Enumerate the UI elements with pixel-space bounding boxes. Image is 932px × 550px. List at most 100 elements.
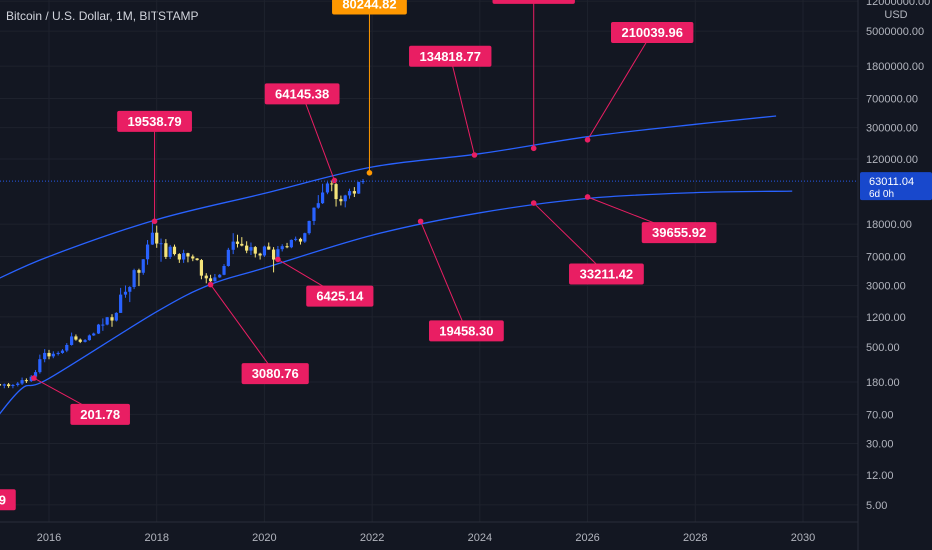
candle-body — [312, 207, 316, 221]
annotation-label-box — [492, 0, 575, 4]
grid-lines — [0, 0, 858, 522]
y-tick-label: 5000000.00 — [866, 26, 924, 38]
x-tick-label: 2024 — [468, 532, 492, 544]
annotation-label: 33211.42 — [580, 266, 634, 281]
annotation-dot — [275, 256, 281, 263]
channel-bands — [0, 115, 793, 415]
candle-body — [83, 340, 87, 342]
candle-body — [7, 384, 11, 387]
candle-body — [145, 244, 150, 260]
candle-body — [271, 249, 276, 260]
annotation-label: 201.78 — [80, 407, 120, 422]
x-tick-label: 2026 — [575, 532, 599, 544]
y-tick-label: 18000.00 — [866, 219, 912, 231]
candle-body — [105, 317, 109, 325]
y-tick-label: 12.00 — [866, 470, 894, 482]
x-tick-label: 2016 — [37, 532, 61, 544]
candle-body — [96, 324, 101, 334]
candlesticks — [0, 178, 365, 389]
y-tick-label: 30.00 — [866, 438, 894, 450]
y-tick-label: 12000000.00 — [866, 0, 930, 8]
candle-body — [325, 183, 330, 193]
candle-body — [74, 336, 78, 340]
annotation-label-box — [306, 285, 374, 307]
annotation-labels: 12.39 201.78 19538.79 3080.76 64145.38 6425.1… — [0, 0, 717, 511]
y-axis-unit: USD — [884, 9, 907, 21]
annotation-dot — [530, 145, 537, 152]
candle-body — [191, 256, 195, 259]
annotation-dots — [31, 137, 591, 381]
candle-body — [240, 243, 244, 246]
candle-body — [65, 344, 69, 351]
candle-body — [119, 294, 123, 313]
candle-body — [199, 260, 204, 276]
current-price-tag — [860, 172, 932, 201]
current-price-value: 63011.04 — [869, 176, 914, 188]
candle-body — [11, 384, 15, 387]
candle-body — [294, 238, 298, 240]
annotation-label-box — [332, 0, 407, 15]
candle-body — [101, 324, 105, 326]
candle-body — [267, 246, 271, 250]
annotation-leader — [449, 56, 475, 156]
candle-body — [330, 183, 334, 185]
annotation-label: 210039.96 — [621, 25, 682, 40]
x-tick-label: 2018 — [144, 532, 168, 544]
annotation-dot — [151, 218, 158, 225]
y-tick-label: 3000.00 — [866, 281, 906, 293]
candle-body — [87, 335, 91, 341]
y-tick-label: 700000.00 — [866, 94, 918, 106]
candle-body — [253, 247, 257, 254]
chart-title: Bitcoin / U.S. Dollar, 1M, BITSTAMP — [6, 9, 199, 23]
lower-band-line — [0, 190, 793, 415]
candle-body — [280, 246, 284, 250]
candle-body — [352, 191, 356, 194]
candle-body — [208, 278, 213, 282]
candle-body — [361, 181, 365, 183]
annotation-dot — [366, 170, 373, 176]
candle-body — [29, 376, 33, 382]
annotation-label-box — [264, 83, 340, 105]
annotation-dot — [530, 200, 537, 206]
candle-body — [177, 254, 181, 260]
candle-body — [334, 184, 338, 200]
candle-body — [114, 312, 118, 321]
candle-body — [262, 246, 267, 256]
annotation-leader — [533, 202, 607, 275]
candle-body — [231, 241, 235, 250]
candle-body — [347, 191, 352, 196]
candle-body — [0, 383, 2, 386]
candle-body — [33, 372, 38, 377]
annotation-leader — [420, 221, 467, 332]
annotation-label: 19538.79 — [127, 114, 181, 129]
candle-body — [128, 287, 132, 292]
candle-body — [78, 339, 82, 342]
y-tick-label: 1200.00 — [866, 312, 906, 324]
candle-body — [182, 253, 186, 260]
candle-body — [20, 380, 24, 384]
candle-body — [226, 249, 230, 266]
annotation-dot — [584, 137, 591, 143]
candle-body — [150, 232, 155, 245]
candle-body — [249, 247, 253, 251]
annotation-label-box — [409, 45, 492, 67]
annotation-dot — [31, 375, 37, 381]
candle-body — [110, 317, 114, 321]
annotation-label: 19458.30 — [439, 323, 493, 338]
candle-body — [276, 249, 280, 260]
candle-body — [213, 277, 217, 282]
annotation-dot — [417, 218, 424, 225]
candle-body — [316, 203, 320, 208]
candle-body — [38, 359, 42, 373]
annotation-label: 6425.14 — [316, 289, 364, 304]
x-tick-label: 2028 — [683, 532, 707, 544]
annotation-label-box — [241, 363, 309, 385]
candle-body — [56, 352, 60, 354]
annotation-label-box — [117, 110, 192, 132]
annotation-dot — [331, 177, 338, 184]
candle-body — [155, 232, 159, 244]
annotation-label: 134818.77 — [420, 49, 481, 64]
annotation-label-box — [0, 489, 16, 511]
